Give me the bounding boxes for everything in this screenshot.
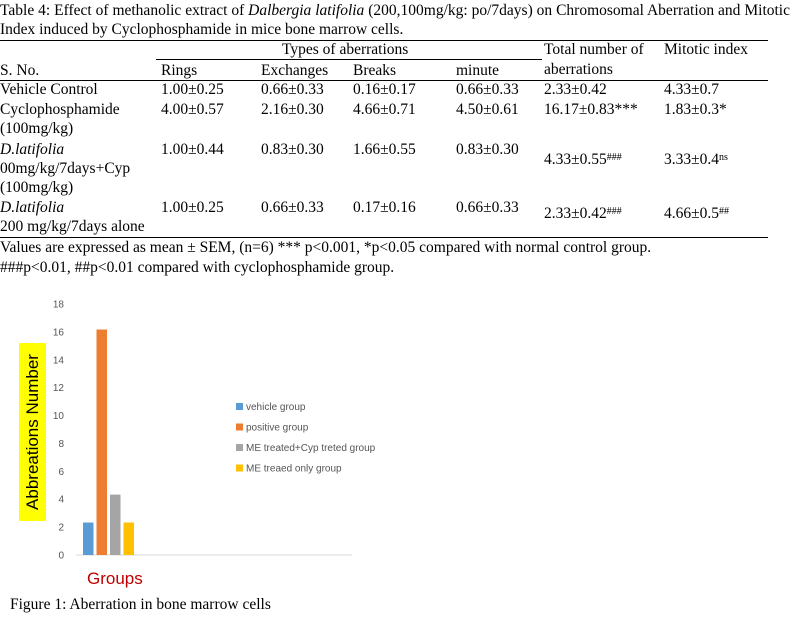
legend-swatch [236, 464, 243, 472]
bar-vehicle-group [83, 522, 94, 555]
x-axis-label: Groups [87, 569, 143, 588]
header-exchanges: Exchanges [261, 62, 329, 79]
table-bottom-rule [0, 237, 768, 238]
header-sno: S. No. [0, 62, 40, 79]
row-1-exchanges: 2.16±0.30 [261, 101, 324, 118]
y-tick-label: 2 [58, 523, 64, 534]
group-header-rule [156, 59, 542, 60]
y-tick-label: 8 [58, 439, 64, 450]
legend-label: vehicle group [246, 402, 306, 413]
row-2-exchanges: 0.83±0.30 [261, 141, 324, 158]
row-1-group-line-0: Cyclophosphamide [0, 101, 120, 118]
row-3-total: 2.33±0.42### [544, 205, 622, 222]
table-note-1: Values are expressed as mean ± SEM, (n=6… [0, 239, 652, 256]
y-tick-label: 16 [53, 327, 65, 338]
row-2-group-line-2: (100mg/kg) [0, 179, 74, 196]
y-axis-label-highlight [19, 343, 46, 521]
row-1-rings: 4.00±0.57 [161, 101, 224, 118]
y-tick-label: 4 [58, 495, 64, 506]
row-0-mitotic: 4.33±0.7 [664, 81, 720, 98]
header-total-line2: aberrations [544, 61, 613, 78]
row-2-mitotic-significance: ns [719, 152, 728, 163]
row-3-group-line-1: 200 mg/kg/7days alone [0, 218, 145, 235]
caption-part-1: Dalbergia latifolia [248, 2, 365, 19]
row-1-breaks: 4.66±0.71 [353, 101, 416, 118]
row-2-total-significance: ### [606, 152, 622, 163]
header-mitotic: Mitotic index [664, 41, 748, 58]
row-3-breaks: 0.17±0.16 [353, 199, 416, 216]
legend-label: positive group [246, 423, 309, 434]
group-header-types: Types of aberrations [282, 41, 409, 58]
header-breaks: Breaks [353, 62, 397, 79]
table-top-rule [0, 40, 768, 41]
bar-me-treaed-only-group [123, 522, 134, 555]
header-minute: minute [456, 62, 500, 79]
row-3-total-significance: ### [606, 206, 622, 217]
legend-swatch [236, 423, 243, 431]
row-0-group-line-0: Vehicle Control [0, 81, 98, 98]
row-2-minute: 0.83±0.30 [456, 141, 519, 158]
legend-label: ME treaed only group [246, 464, 342, 475]
y-tick-label: 6 [58, 467, 64, 478]
table-note-2: ###p<0.01, ##p<0.01 compared with cyclop… [0, 259, 395, 276]
figure-caption: Figure 1: Aberration in bone marrow cell… [10, 596, 271, 613]
legend-swatch [236, 444, 243, 451]
row-2-group-line-1: 00mg/kg/7days+Cyp [0, 160, 131, 177]
row-1-mitotic: 1.83±0.3* [664, 101, 727, 118]
row-3-minute: 0.66±0.33 [456, 199, 519, 216]
y-tick-label: 18 [53, 300, 65, 311]
row-3-mitotic-significance: ## [719, 206, 730, 217]
y-tick-label: 14 [53, 355, 65, 366]
table-caption: Table 4: Effect of methanolic extract of… [0, 1, 790, 39]
row-2-breaks: 1.66±0.55 [353, 141, 416, 158]
bar-me-treated-cyp-treted-group [110, 494, 121, 555]
caption-part-0: Table 4: Effect of methanolic extract of [0, 2, 249, 19]
row-0-breaks: 0.16±0.17 [353, 81, 416, 98]
header-total-line1: Total number of [544, 41, 644, 58]
row-3-rings: 1.00±0.25 [161, 199, 224, 216]
bar-positive-group [96, 329, 107, 555]
row-0-total: 2.33±0.42 [544, 81, 607, 98]
bar-chart: 0 2 4 6 8 10 12 14 16 18 vehicle group positive gro… [53, 300, 376, 562]
y-tick-label: 0 [58, 551, 64, 562]
row-0-exchanges: 0.66±0.33 [261, 81, 324, 98]
row-1-group-line-1: (100mg/kg) [0, 120, 74, 137]
row-2-rings: 1.00±0.44 [161, 141, 224, 158]
row-0-rings: 1.00±0.25 [161, 81, 224, 98]
caption-part-2: (200,100mg/kg: po/7days) on Chromosomal … [0, 2, 790, 38]
row-1-minute: 4.50±0.61 [456, 101, 519, 118]
row-3-mitotic: 4.66±0.5## [664, 205, 730, 222]
chart-area: 0 2 4 6 8 10 12 14 16 18 vehicle group positive gro… [14, 290, 424, 590]
row-2-mitotic: 3.33±0.4ns [664, 151, 728, 168]
row-1-total: 16.17±0.83*** [544, 101, 638, 118]
y-tick-label: 12 [53, 383, 65, 394]
legend-swatch [236, 403, 243, 410]
legend-label: ME treated+Cyp treted group [246, 443, 376, 454]
header-rings: Rings [161, 62, 198, 79]
row-2-group-line-0: D.latifolia [0, 141, 65, 158]
row-3-group-line-0: D.latifolia [0, 199, 65, 216]
y-tick-label: 10 [53, 411, 65, 422]
header-bottom-rule [0, 80, 768, 81]
row-0-minute: 0.66±0.33 [456, 81, 519, 98]
row-2-total: 4.33±0.55### [544, 151, 622, 168]
row-3-exchanges: 0.66±0.33 [261, 199, 324, 216]
